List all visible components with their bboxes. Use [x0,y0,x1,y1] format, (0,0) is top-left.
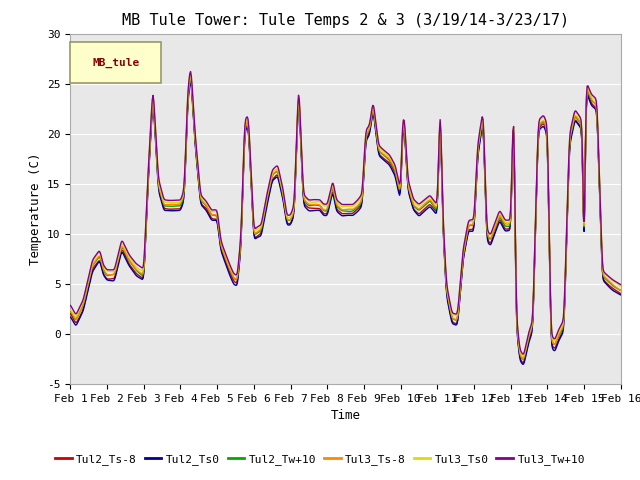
FancyBboxPatch shape [70,42,161,83]
Y-axis label: Temperature (C): Temperature (C) [29,153,42,265]
Legend: Tul2_Ts-8, Tul2_Ts0, Tul2_Tw+10, Tul3_Ts-8, Tul3_Ts0, Tul3_Tw+10: Tul2_Ts-8, Tul2_Ts0, Tul2_Tw+10, Tul3_Ts… [51,450,589,469]
X-axis label: Time: Time [331,409,360,422]
Title: MB Tule Tower: Tule Temps 2 & 3 (3/19/14-3/23/17): MB Tule Tower: Tule Temps 2 & 3 (3/19/14… [122,13,569,28]
Text: MB_tule: MB_tule [92,58,140,68]
